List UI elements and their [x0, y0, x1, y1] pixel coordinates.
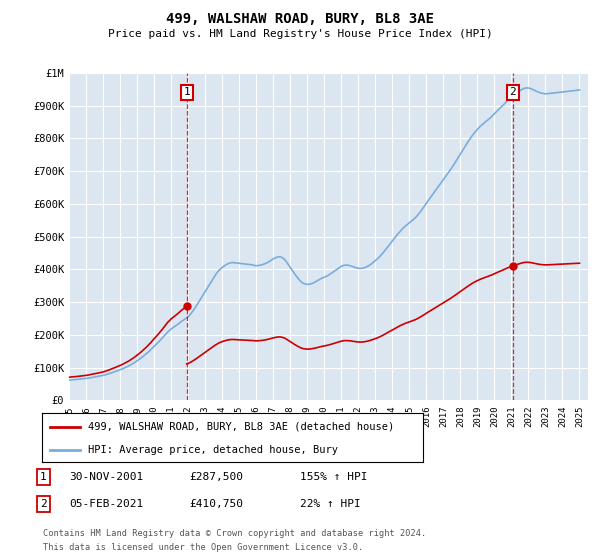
Text: £287,500: £287,500 [189, 472, 243, 482]
Text: 499, WALSHAW ROAD, BURY, BL8 3AE: 499, WALSHAW ROAD, BURY, BL8 3AE [166, 12, 434, 26]
Text: This data is licensed under the Open Government Licence v3.0.: This data is licensed under the Open Gov… [43, 543, 364, 552]
Text: Contains HM Land Registry data © Crown copyright and database right 2024.: Contains HM Land Registry data © Crown c… [43, 529, 427, 538]
Text: 22% ↑ HPI: 22% ↑ HPI [300, 499, 361, 509]
Text: 1: 1 [40, 472, 47, 482]
Text: 1: 1 [184, 87, 190, 97]
Text: 499, WALSHAW ROAD, BURY, BL8 3AE (detached house): 499, WALSHAW ROAD, BURY, BL8 3AE (detach… [88, 422, 394, 432]
Text: 155% ↑ HPI: 155% ↑ HPI [300, 472, 367, 482]
Text: 2: 2 [509, 87, 517, 97]
Text: 05-FEB-2021: 05-FEB-2021 [69, 499, 143, 509]
Text: 2: 2 [40, 499, 47, 509]
Text: Price paid vs. HM Land Registry's House Price Index (HPI): Price paid vs. HM Land Registry's House … [107, 29, 493, 39]
Text: 30-NOV-2001: 30-NOV-2001 [69, 472, 143, 482]
Text: £410,750: £410,750 [189, 499, 243, 509]
Text: HPI: Average price, detached house, Bury: HPI: Average price, detached house, Bury [88, 445, 338, 455]
